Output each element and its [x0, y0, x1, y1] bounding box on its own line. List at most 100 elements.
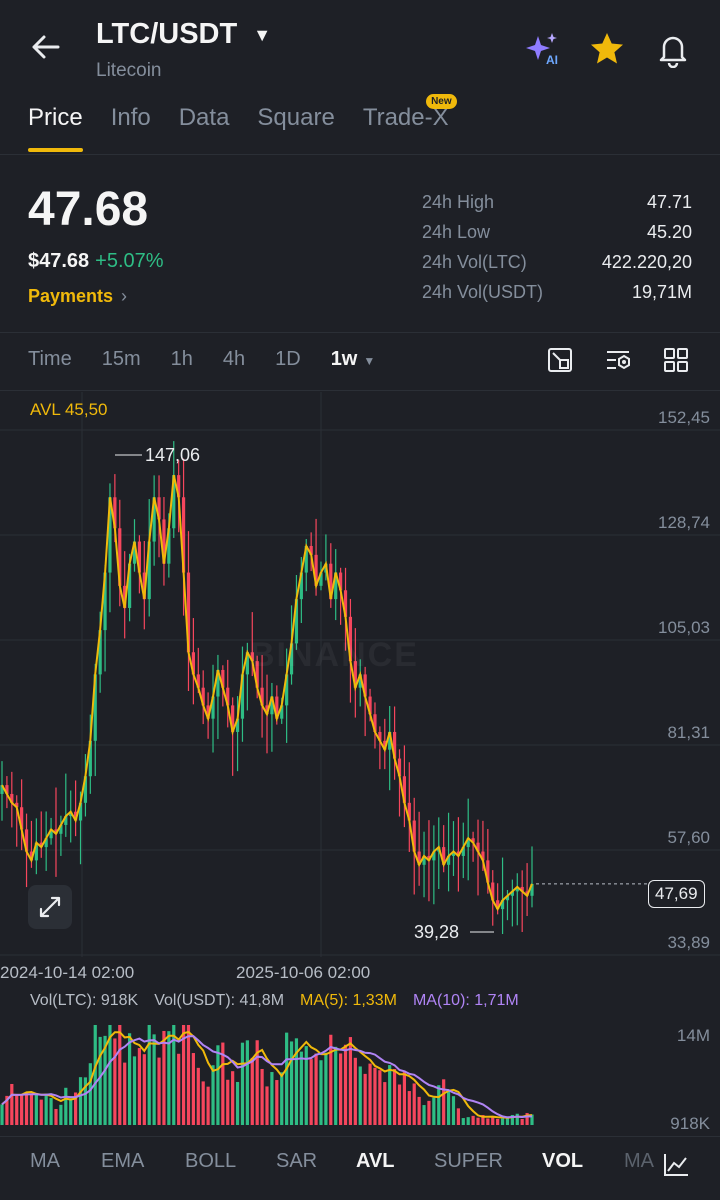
indicator-chart-icon[interactable]: [662, 1152, 690, 1178]
volume-bar: [49, 1098, 53, 1125]
ind-super[interactable]: SUPER: [434, 1150, 503, 1172]
chart-tools: [546, 346, 690, 374]
volume-bar: [93, 1025, 97, 1125]
volume-bar: [491, 1116, 495, 1125]
stat-24h-high: 24h High 47.71: [422, 192, 692, 212]
volume-bar: [481, 1115, 485, 1125]
tf-1d[interactable]: 1D: [275, 348, 301, 370]
volume-bar: [309, 1059, 313, 1125]
candle-body: [496, 900, 500, 910]
tf-1h[interactable]: 1h: [170, 348, 193, 370]
volume-bar: [314, 1053, 318, 1125]
ind-avl[interactable]: AVL: [356, 1150, 395, 1172]
volume-bar: [240, 1042, 245, 1125]
volume-bar: [245, 1040, 249, 1125]
volume-bar: [466, 1117, 470, 1125]
drawing-icon[interactable]: [546, 346, 574, 374]
candle-body: [378, 731, 382, 741]
volume-bar: [10, 1083, 14, 1125]
volume-bar: [24, 1092, 29, 1125]
price-chart[interactable]: 147,06 39,28: [0, 392, 720, 992]
volume-bar: [451, 1096, 456, 1125]
star-icon: [591, 33, 623, 64]
volume-bar: [339, 1053, 343, 1125]
volume-bar: [54, 1108, 58, 1125]
volume-bar: [525, 1113, 529, 1125]
tf-time[interactable]: Time: [28, 348, 72, 370]
tabs-divider: [0, 154, 720, 155]
volume-bar: [461, 1118, 465, 1125]
candle-body: [201, 687, 205, 706]
expand-button[interactable]: [28, 885, 72, 929]
tab-price[interactable]: Price: [28, 104, 83, 154]
usd-price: $47.68: [28, 250, 90, 272]
tf-1w[interactable]: 1w ▼: [330, 348, 376, 370]
volume-bar: [275, 1080, 279, 1125]
candle-body: [383, 740, 387, 750]
volume-bar: [74, 1092, 78, 1125]
ind-ma-2[interactable]: MA: [624, 1150, 654, 1172]
alert-button[interactable]: [654, 30, 692, 73]
ind-boll[interactable]: BOLL: [185, 1150, 237, 1172]
grid-icon[interactable]: [662, 346, 690, 374]
volume-bar: [373, 1067, 377, 1125]
volume-chart[interactable]: [0, 1015, 720, 1137]
ma-line: [1, 474, 533, 912]
pair-title[interactable]: LTC/USDT ▼: [96, 18, 272, 50]
candle-body: [206, 705, 210, 719]
ai-button[interactable]: AI: [522, 30, 562, 75]
vol-usdt-label: Vol(USDT): 41,8M: [154, 992, 285, 1009]
chevron-right-icon: ›: [121, 286, 128, 306]
settings-icon[interactable]: [604, 346, 632, 374]
volume-bar: [289, 1041, 294, 1125]
tf-15m[interactable]: 15m: [101, 348, 141, 370]
tab-info[interactable]: Info: [110, 104, 151, 131]
candle-body: [88, 740, 92, 777]
new-badge: New: [426, 94, 457, 109]
volume-bar: [378, 1070, 382, 1125]
volume-bar: [358, 1066, 362, 1125]
back-button[interactable]: [28, 30, 62, 69]
candle-body: [5, 785, 9, 794]
tab-data[interactable]: Data: [178, 104, 230, 131]
tab-square[interactable]: Square: [257, 104, 335, 131]
candle-body: [15, 802, 19, 808]
payments-link[interactable]: Payments ›: [28, 286, 128, 306]
candle-body: [132, 541, 137, 564]
candle-body: [476, 842, 480, 852]
ind-vol[interactable]: VOL: [542, 1150, 584, 1172]
volume-bar: [221, 1042, 225, 1125]
candle-body: [181, 497, 186, 573]
candle-body: [250, 652, 254, 662]
candle-body: [314, 554, 318, 586]
candle-body: [108, 497, 112, 573]
candle-body: [103, 572, 107, 631]
candle-body: [172, 475, 176, 529]
candle-body: [54, 829, 58, 834]
candle-body: [412, 820, 416, 852]
candle-body: [280, 705, 284, 719]
ind-ema[interactable]: EMA: [101, 1150, 145, 1172]
caret-down-icon: ▼: [363, 354, 376, 368]
volume-bar: [29, 1094, 34, 1125]
chart-annotations: 147,06 39,28: [115, 445, 494, 942]
y-tick-label: 81,31: [667, 723, 710, 743]
candle-body: [407, 802, 411, 821]
volume-bar: [216, 1045, 220, 1125]
volume-bar: [191, 1053, 195, 1125]
timeframe-bar: Time 15m 1h 4h 1D 1w ▼: [28, 348, 405, 371]
ind-sar[interactable]: SAR: [276, 1150, 318, 1172]
candle-body: [427, 855, 431, 861]
volume-bars: [0, 1025, 534, 1125]
ind-ma[interactable]: MA: [30, 1150, 60, 1172]
volume-bar: [412, 1083, 416, 1125]
favorite-button[interactable]: [588, 30, 626, 73]
stats-panel: 24h High 47.71 24h Low 45.20 24h Vol(LTC) 4…: [422, 192, 692, 312]
tab-trade-x[interactable]: Trade-X New: [363, 94, 457, 154]
candle-body: [363, 674, 367, 697]
tf-4h[interactable]: 4h: [222, 348, 246, 370]
volume-bar: [83, 1077, 88, 1125]
volume-bar: [113, 1038, 117, 1125]
candle-body: [69, 811, 73, 817]
candle-body: [388, 731, 392, 750]
